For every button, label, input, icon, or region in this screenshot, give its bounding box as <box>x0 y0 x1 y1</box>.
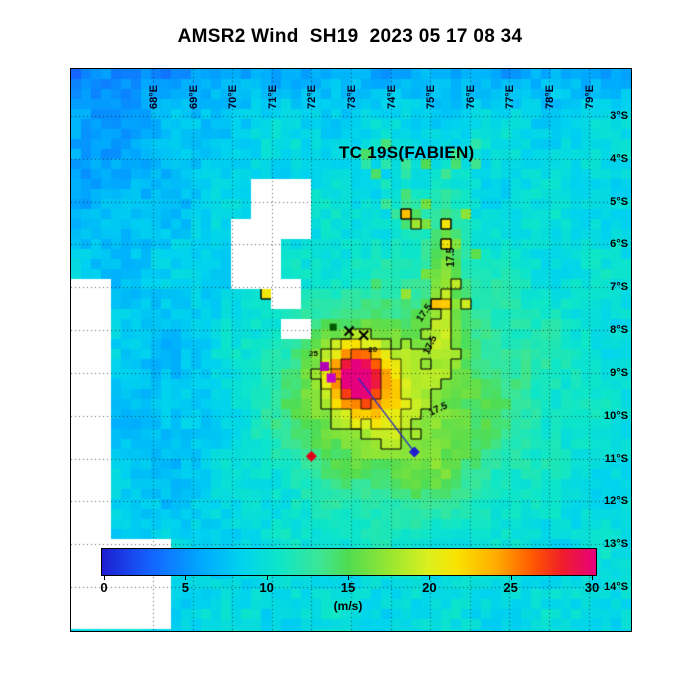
wind-field-canvas <box>71 69 631 631</box>
chart-title: AMSR2 Wind SH19 2023 05 17 08 34 <box>177 26 523 47</box>
wind-map-plot: 68°E 69°E 70°E 71°E 72°E 73°E 74°E 75°E 76°E 77°E… <box>70 68 632 632</box>
